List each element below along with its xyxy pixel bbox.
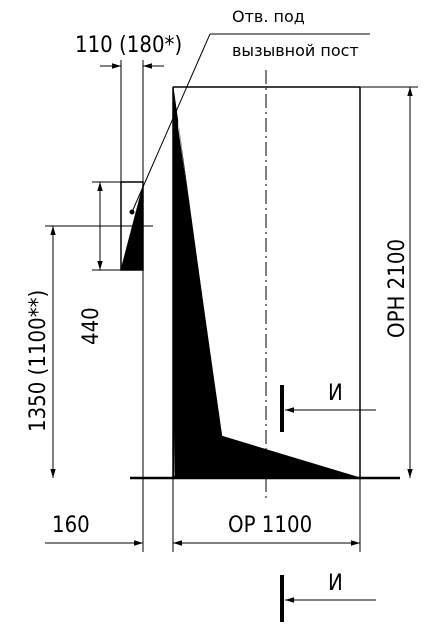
section-label-upper: И [328,381,343,406]
panel-height-dimension: 440 [79,181,121,345]
note-line-1: Отв. под [232,7,305,26]
note-leader: Отв. под вызывной пост [131,7,370,213]
door-height-label: ОРН 2100 [385,239,410,338]
section-mark-upper: И [280,381,376,432]
door-height-dimension: ОРН 2100 [360,86,418,478]
door-width-label: ОР 1100 [228,513,312,538]
call-button-panel [110,181,153,271]
side-offset-dimension: 160 [45,270,144,552]
door-leaf-fill [172,94,223,480]
panel-height-label: 440 [79,307,104,345]
panel-width-label: 110 (180*) [75,33,182,58]
panel-width-dimension: 110 (180*) [75,33,182,182]
section-mark-lower: И [280,571,376,622]
side-offset-label: 160 [52,513,90,538]
mount-height-label: 1350 (1100**) [26,290,51,432]
note-line-2: вызывной пост [232,41,359,60]
door-width-dimension: ОР 1100 [172,478,361,552]
mount-height-dimension: 1350 (1100**) [26,225,121,478]
section-label-lower: И [328,571,343,596]
